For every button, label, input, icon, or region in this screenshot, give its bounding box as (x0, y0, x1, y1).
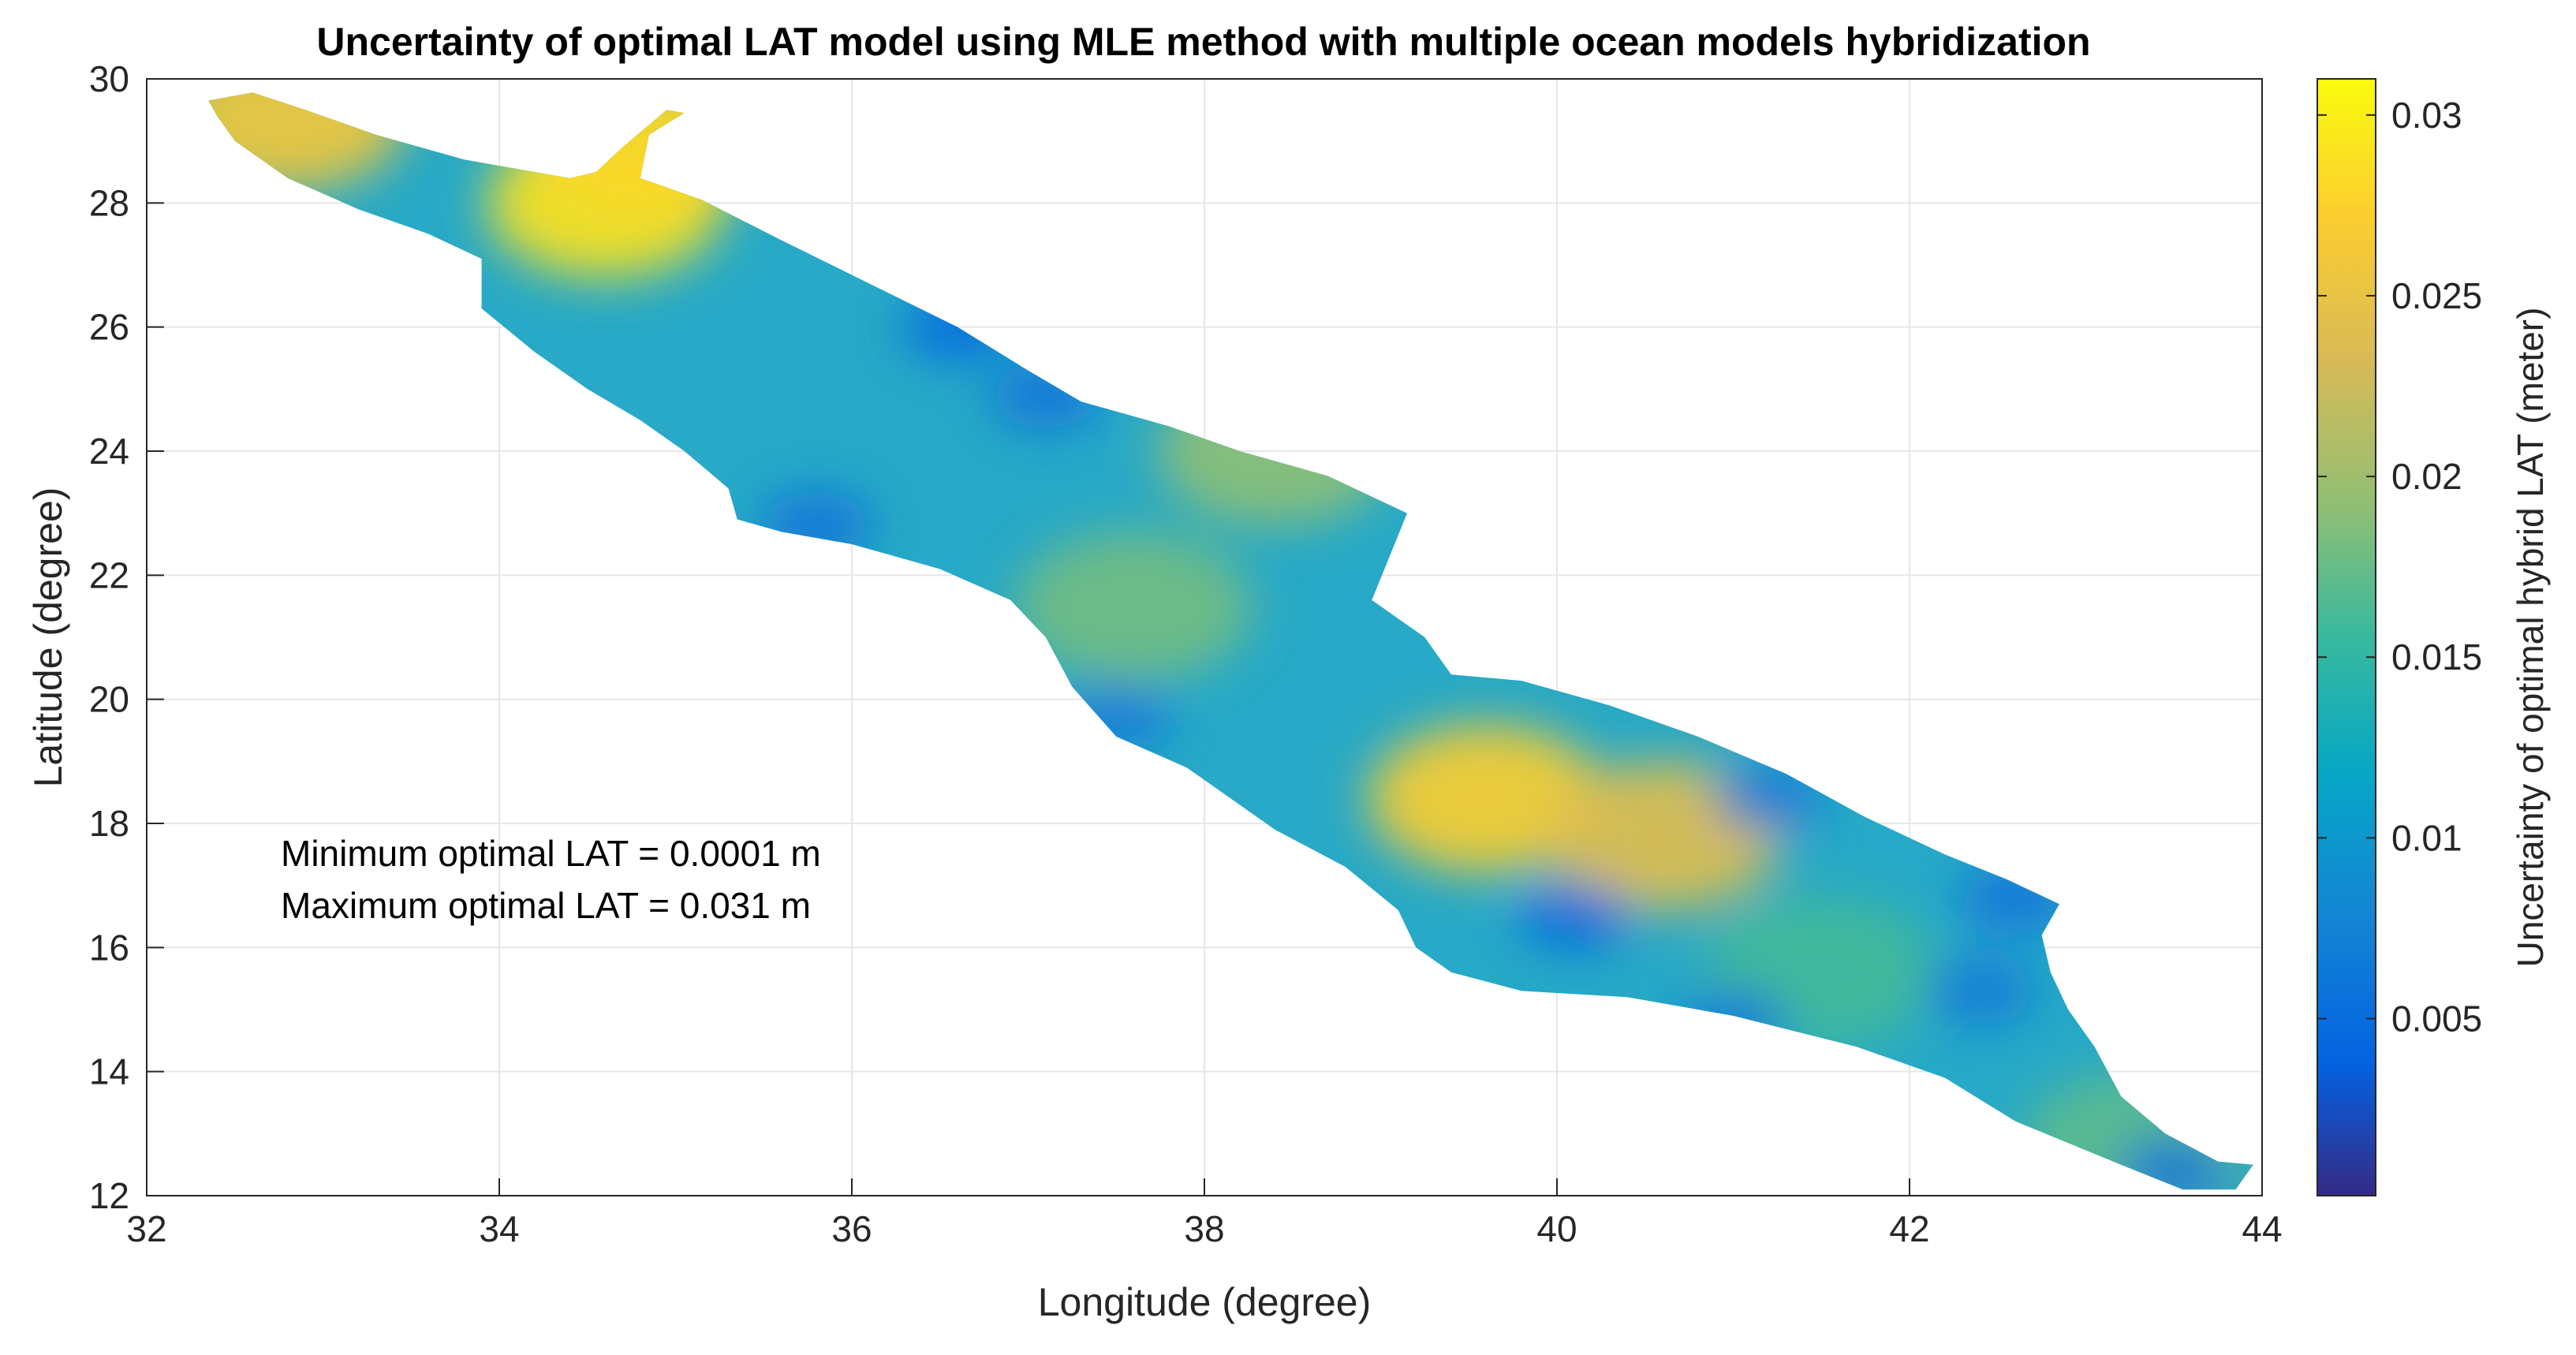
x-axis-label: Longitude (degree) (1038, 1280, 1372, 1324)
colorbar-tick-label: 0.005 (2391, 998, 2482, 1039)
x-tick-label: 40 (1536, 1208, 1577, 1249)
uncertainty-hotspot (1519, 883, 1630, 950)
y-tick-label: 18 (89, 803, 129, 844)
colorbar-tick-label: 0.025 (2391, 275, 2482, 316)
x-tick-label: 32 (126, 1208, 166, 1249)
y-tick-label: 22 (89, 554, 129, 595)
y-axis-ticks: 12 14 16 18 20 22 24 26 28 30 (89, 58, 164, 1216)
colorbar-tick-label: 0.01 (2391, 817, 2462, 858)
y-tick-label: 12 (89, 1175, 129, 1216)
y-tick-label: 30 (89, 58, 129, 99)
annotation-minimum: Minimum optimal LAT = 0.0001 m (281, 833, 821, 874)
y-tick-label: 26 (89, 307, 129, 348)
y-tick-label: 28 (89, 182, 129, 223)
uncertainty-hotspot (1925, 957, 2036, 1025)
y-tick-label: 24 (89, 431, 129, 472)
colorbar (2317, 78, 2376, 1196)
colorbar-tick-label: 0.03 (2391, 95, 2462, 136)
x-axis-ticks: 32 34 36 38 40 42 44 (126, 1178, 2283, 1249)
uncertainty-hotspot (1015, 531, 1253, 681)
annotation-maximum: Maximum optimal LAT = 0.031 m (281, 885, 811, 926)
colorbar-tick-label: 0.015 (2391, 636, 2482, 678)
y-tick-label: 20 (89, 679, 129, 720)
colorbar-ticks: 0.005 0.01 0.015 0.02 0.025 0.03 (2317, 95, 2482, 1039)
colorbar-label: Uncertainty of optimal hybrid LAT (meter… (2510, 308, 2551, 968)
x-tick-label: 36 (831, 1208, 872, 1249)
x-tick-label: 38 (1184, 1208, 1224, 1249)
chart-title: Uncertainty of optimal LAT model using M… (316, 20, 2090, 64)
uncertainty-hotspot (1713, 765, 1824, 832)
x-tick-label: 44 (2242, 1208, 2282, 1249)
x-tick-label: 34 (479, 1208, 519, 1249)
x-tick-label: 42 (1889, 1208, 1929, 1249)
y-tick-label: 14 (89, 1051, 129, 1092)
y-axis-label: Latitude (degree) (26, 487, 70, 788)
y-tick-label: 16 (89, 927, 129, 968)
colorbar-tick-label: 0.02 (2391, 456, 2462, 497)
